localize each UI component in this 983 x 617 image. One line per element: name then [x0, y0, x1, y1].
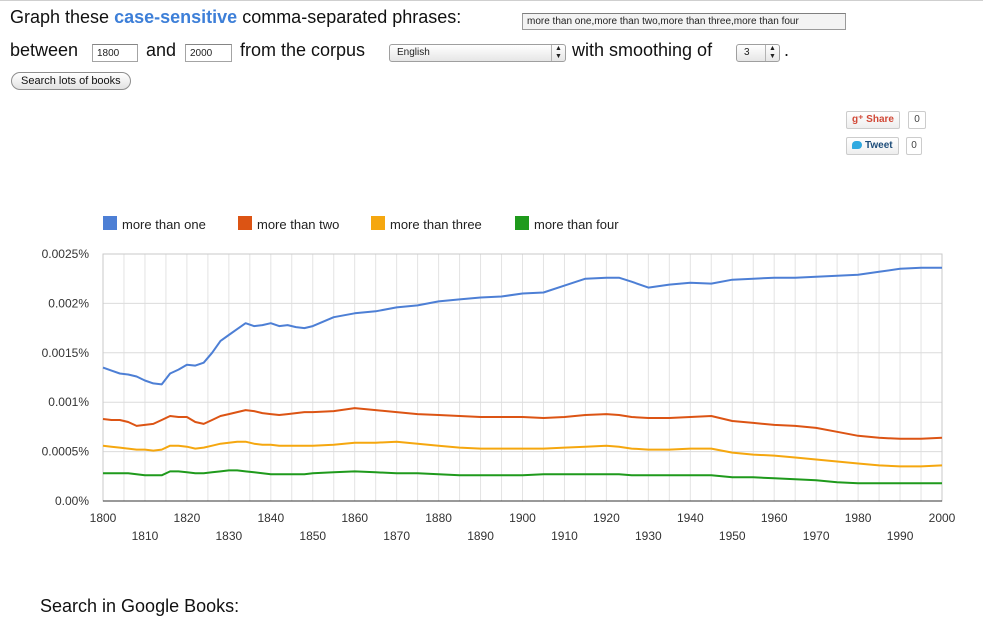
- x-tick-label: 1960: [761, 511, 788, 525]
- x-tick-label: 1860: [341, 511, 368, 525]
- gplus-share-label: Share: [866, 114, 894, 125]
- legend-label: more than one: [122, 217, 206, 232]
- share-count: 0: [908, 111, 926, 129]
- between-label: between: [10, 40, 79, 60]
- series-line[interactable]: [102, 440, 943, 468]
- x-tick-label: 1930: [635, 529, 662, 543]
- gplus-share-button[interactable]: g⁺ Share: [846, 111, 900, 129]
- tweet-button[interactable]: Tweet: [846, 137, 899, 155]
- x-tick-label: 1880: [425, 511, 452, 525]
- start-year-input[interactable]: [92, 44, 138, 62]
- gplus-share: g⁺ Share 0: [846, 111, 930, 129]
- x-tick-label: 1870: [383, 529, 410, 543]
- top-divider: [0, 0, 983, 1]
- search-books-button[interactable]: Search lots of books: [11, 72, 131, 90]
- end-year-input[interactable]: [185, 44, 232, 62]
- corpus-label: from the corpus: [240, 40, 366, 60]
- phrases-input[interactable]: [522, 13, 846, 30]
- x-tick-label: 2000: [929, 511, 956, 525]
- x-tick-label: 1900: [509, 511, 536, 525]
- x-tick-label: 1840: [257, 511, 284, 525]
- y-tick-label: 0.00%: [55, 494, 89, 508]
- corpus-select-value: English: [397, 47, 430, 58]
- series-line[interactable]: [102, 407, 943, 440]
- query-sentence-row1: Graph these case-sensitive comma-separat…: [10, 7, 461, 28]
- graph-prefix: Graph these: [10, 7, 110, 27]
- x-tick-label: 1920: [593, 511, 620, 525]
- y-tick-label: 0.002%: [48, 296, 89, 310]
- smoothing-label: with smoothing of: [572, 40, 713, 60]
- smoothing-select-value: 3: [744, 47, 750, 58]
- x-tick-label: 1810: [132, 529, 159, 543]
- x-tick-label: 1910: [551, 529, 578, 543]
- x-tick-label: 1890: [467, 529, 494, 543]
- legend-label: more than four: [534, 217, 619, 232]
- y-tick-label: 0.001%: [48, 395, 89, 409]
- twitter-tweet: Tweet 0: [846, 137, 930, 155]
- legend-label: more than two: [257, 217, 339, 232]
- legend-item: more than one: [103, 216, 206, 232]
- legend-item: more than two: [238, 216, 339, 232]
- corpus-select[interactable]: English ▲ ▼: [389, 44, 566, 62]
- legend-label: more than three: [390, 217, 482, 232]
- smoothing-select[interactable]: 3 ▲ ▼: [736, 44, 780, 62]
- y-tick-label: 0.0025%: [42, 247, 90, 261]
- x-tick-label: 1990: [887, 529, 914, 543]
- x-tick-label: 1820: [174, 511, 201, 525]
- select-arrows-icon: ▲ ▼: [551, 45, 565, 61]
- series-line[interactable]: [102, 266, 942, 386]
- search-in-google-books-heading: Search in Google Books:: [40, 596, 240, 616]
- y-tick-label: 0.0005%: [42, 445, 90, 459]
- x-tick-label: 1800: [90, 511, 117, 525]
- x-tick-label: 1850: [299, 529, 326, 543]
- graph-suffix: comma-separated phrases:: [242, 7, 462, 27]
- and-label: and: [146, 40, 177, 60]
- legend-swatch: [238, 216, 252, 230]
- select-arrows-icon: ▲ ▼: [765, 45, 779, 61]
- tweet-count: 0: [906, 137, 922, 155]
- legend-swatch: [371, 216, 385, 230]
- x-tick-label: 1980: [845, 511, 872, 525]
- x-tick-label: 1940: [677, 511, 704, 525]
- legend-swatch: [515, 216, 529, 230]
- y-tick-label: 0.0015%: [42, 346, 90, 360]
- ngram-chart: more than one more than two more than thre…: [42, 216, 956, 543]
- twitter-bird-icon: [852, 141, 862, 149]
- x-tick-label: 1830: [215, 529, 242, 543]
- series-line[interactable]: [103, 469, 942, 485]
- case-sensitive-link[interactable]: case-sensitive: [114, 7, 238, 27]
- legend-swatch: [103, 216, 117, 230]
- x-tick-label: 1970: [803, 529, 830, 543]
- tweet-label: Tweet: [865, 140, 893, 151]
- period: .: [784, 40, 790, 60]
- gplus-icon: g⁺: [852, 114, 864, 125]
- legend-item: more than four: [515, 216, 619, 232]
- legend-item: more than three: [371, 216, 482, 232]
- x-tick-label: 1950: [719, 529, 746, 543]
